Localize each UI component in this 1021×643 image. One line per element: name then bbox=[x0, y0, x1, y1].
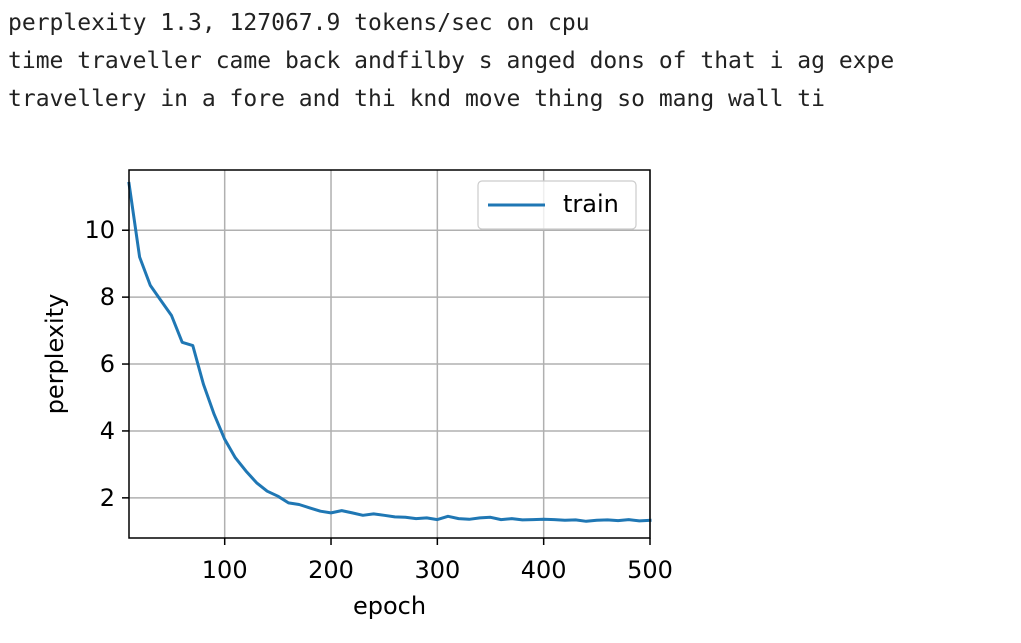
series-line-train bbox=[127, 181, 652, 523]
y-tick-label: 10 bbox=[84, 216, 115, 244]
y-tick-label: 2 bbox=[100, 484, 115, 512]
y-axis-label: perplexity bbox=[41, 294, 69, 415]
x-tick-label: 400 bbox=[521, 556, 567, 584]
axes-frame bbox=[128, 169, 651, 539]
x-axis-label: epoch bbox=[353, 592, 426, 620]
log-line: travellery in a fore and thi knd move th… bbox=[8, 86, 825, 112]
legend: train bbox=[477, 180, 637, 230]
axis-ticks: 100 200 300 400 500 2 4 6 8 10 bbox=[84, 216, 672, 584]
x-tick-label: 300 bbox=[414, 556, 460, 584]
y-tick-label: 8 bbox=[100, 283, 115, 311]
legend-label-train: train bbox=[563, 190, 619, 218]
x-tick-label: 200 bbox=[308, 556, 354, 584]
plot-area bbox=[127, 181, 652, 523]
log-line: perplexity 1.3, 127067.9 tokens/sec on c… bbox=[8, 10, 590, 36]
y-tick-label: 4 bbox=[100, 417, 115, 445]
x-tick-label: 500 bbox=[627, 556, 673, 584]
log-line: time traveller came back andfilby s ange… bbox=[8, 48, 895, 74]
legend-box bbox=[477, 180, 637, 230]
output-log: perplexity 1.3, 127067.9 tokens/sec on c… bbox=[8, 4, 894, 118]
x-tick-label: 100 bbox=[202, 556, 248, 584]
y-tick-label: 6 bbox=[100, 350, 115, 378]
